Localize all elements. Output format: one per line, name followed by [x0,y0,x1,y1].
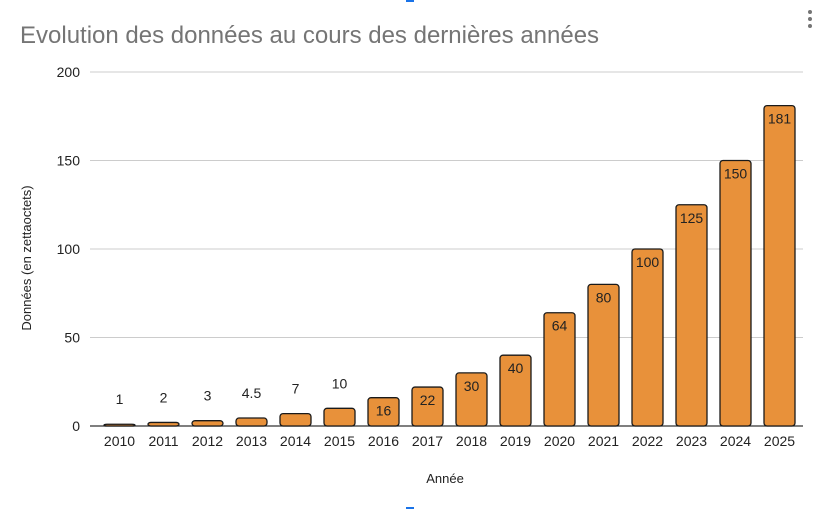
y-tick-label: 50 [64,330,80,346]
bar-2025 [763,104,796,427]
bars [103,104,796,427]
resize-handle-top[interactable] [406,0,414,2]
x-tick-label: 2019 [500,433,531,449]
data-label-2010: 1 [116,391,124,407]
bar-2020 [543,312,576,427]
x-tick-label: 2024 [720,433,751,449]
more-vert-icon-dot-2 [808,17,812,21]
data-labels: 1 2 3 4.5 7 10 16 22 30 40 64 80 100 125 150 181 [116,111,792,419]
bar-2013 [235,417,268,427]
bar-2019 [499,354,532,427]
bar-2018 [455,372,488,427]
bar-2014 [279,412,312,427]
data-label-2012: 3 [204,388,212,404]
bar-2022 [631,248,664,427]
bar-2011 [147,421,180,427]
x-tick-label: 2016 [368,433,399,449]
data-label-2023: 125 [680,210,704,226]
y-axis-label: Données (en zettaoctets) [19,185,34,330]
y-axis-ticks: 0 50 100 150 200 [57,64,81,434]
x-tick-label: 2012 [192,433,223,449]
more-vert-icon-dot-3 [808,24,812,28]
bar-2024 [719,159,752,427]
data-label-2017: 22 [420,392,436,408]
resize-handle-bottom[interactable] [406,507,414,509]
x-axis-label: Année [426,471,464,486]
data-label-2016: 16 [376,403,392,419]
data-label-2025: 181 [768,111,792,127]
bar-2015 [323,407,356,427]
data-label-2021: 80 [596,289,612,305]
x-tick-label: 2017 [412,433,443,449]
data-label-2014: 7 [292,381,300,397]
x-tick-label: 2015 [324,433,355,449]
bar-2021 [587,283,620,427]
more-vert-icon [808,10,812,14]
data-label-2011: 2 [160,389,168,405]
y-tick-label: 100 [57,241,81,257]
data-label-2015: 10 [332,375,348,391]
chart-title: Evolution des données au cours des derni… [20,22,599,49]
data-label-2022: 100 [636,254,660,270]
y-tick-label: 0 [72,418,80,434]
x-tick-label: 2022 [632,433,663,449]
data-label-2020: 64 [552,318,568,334]
data-label-2019: 40 [508,360,524,376]
bar-2017 [411,386,444,427]
data-label-2018: 30 [464,378,480,394]
data-label-2013: 4.5 [242,385,262,401]
x-tick-label: 2020 [544,433,575,449]
bar-2010 [103,423,136,427]
more-options-button[interactable] [808,10,812,28]
y-tick-label: 150 [57,153,81,169]
bar-2012 [191,420,224,427]
x-tick-label: 2010 [104,433,135,449]
x-tick-label: 2018 [456,433,487,449]
x-tick-label: 2023 [676,433,707,449]
x-tick-label: 2021 [588,433,619,449]
x-axis-ticks: 2010 2011 2012 2013 2014 2015 2016 2017 2018 2019… [104,433,795,449]
x-tick-label: 2011 [148,433,178,449]
x-tick-label: 2014 [280,433,311,449]
bar-2023 [675,204,708,427]
data-label-2024: 150 [724,166,748,182]
y-tick-label: 200 [57,64,81,80]
x-tick-label: 2025 [764,433,795,449]
x-tick-label: 2013 [236,433,267,449]
bar-2016 [367,397,400,427]
